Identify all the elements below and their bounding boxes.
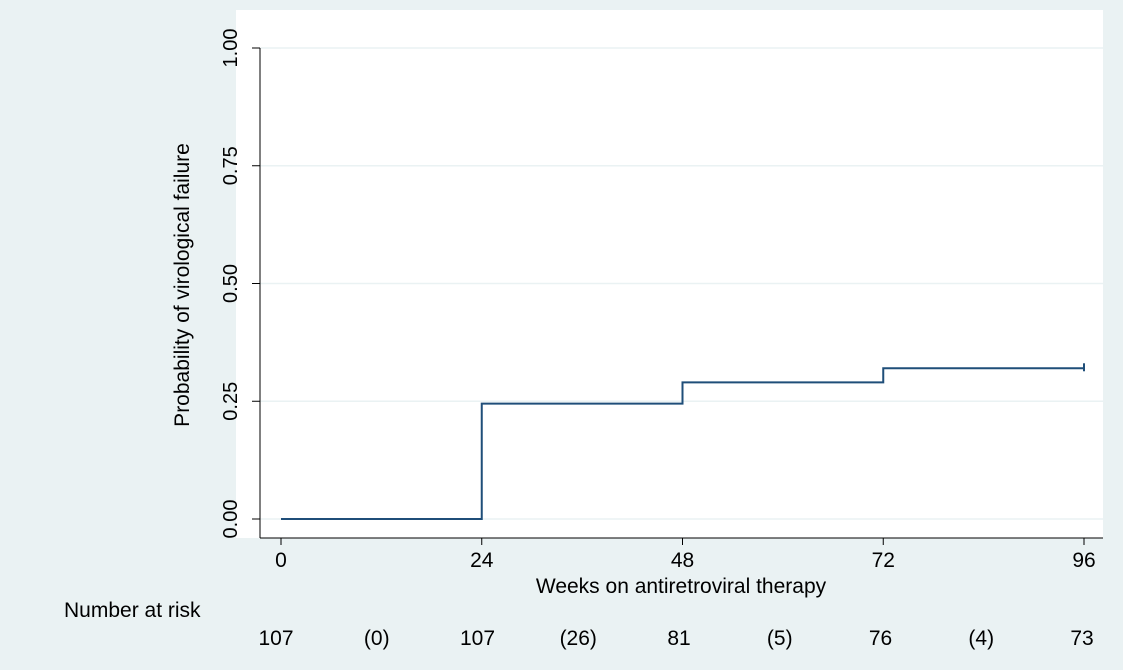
risk-table-value: (5) (767, 627, 793, 650)
y-tick-label: 0.50 (220, 264, 242, 303)
x-tick-label: 72 (872, 549, 895, 572)
plot-area (236, 10, 1103, 538)
x-tick-label: 0 (275, 549, 287, 572)
x-tick-label: 96 (1072, 549, 1095, 572)
x-ticks: 0 24 48 72 96 (275, 538, 1096, 572)
y-tick-label: 0.00 (220, 500, 242, 539)
risk-table-values: 107 (0) 107 (26) 81 (5) 76 (4) 73 (258, 627, 1093, 650)
risk-table-value: 81 (667, 627, 690, 650)
x-axis-label: Weeks on antiretroviral therapy (536, 575, 827, 598)
y-ticks: 0.00 0.25 0.50 0.75 1.00 (220, 29, 260, 539)
y-tick-label: 1.00 (220, 29, 242, 68)
y-axis-label: Probability of virological failure (171, 143, 194, 427)
x-tick-label: 48 (671, 549, 694, 572)
y-tick-label: 0.75 (220, 146, 242, 185)
risk-table-value: 107 (460, 627, 495, 650)
y-tick-label: 0.25 (220, 382, 242, 421)
axes (259, 48, 1103, 539)
risk-table-value: (0) (364, 627, 390, 650)
risk-table-value: 107 (258, 627, 293, 650)
series-group (281, 363, 1085, 520)
risk-table-value: (26) (560, 627, 597, 650)
risk-table-value: 76 (869, 627, 892, 650)
risk-table-label: Number at risk (64, 599, 201, 622)
series-line-0 (281, 367, 1084, 520)
risk-table-value: 73 (1070, 627, 1093, 650)
risk-table-value: (4) (968, 627, 994, 650)
x-tick-label: 24 (470, 549, 494, 572)
